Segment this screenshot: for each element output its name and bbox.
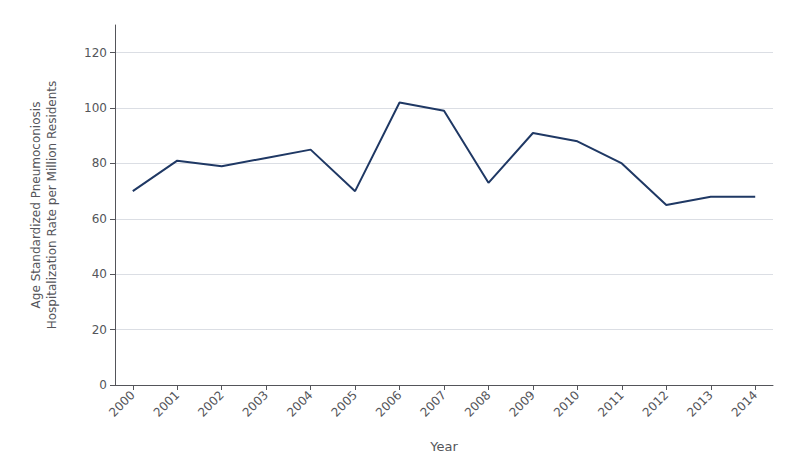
- svg-text:0: 0: [99, 378, 107, 392]
- svg-text:2002: 2002: [195, 388, 226, 419]
- svg-text:80: 80: [92, 156, 107, 170]
- svg-text:2001: 2001: [151, 388, 182, 419]
- svg-text:2004: 2004: [284, 388, 315, 419]
- svg-text:Year: Year: [429, 439, 458, 454]
- svg-text:2005: 2005: [329, 388, 360, 419]
- svg-text:2013: 2013: [684, 388, 715, 419]
- svg-text:2014: 2014: [729, 388, 760, 419]
- svg-text:60: 60: [92, 212, 107, 226]
- svg-text:100: 100: [84, 101, 107, 115]
- svg-text:2003: 2003: [240, 388, 271, 419]
- svg-text:2010: 2010: [551, 388, 582, 419]
- svg-text:120: 120: [84, 46, 107, 60]
- svg-text:2012: 2012: [640, 388, 671, 419]
- svg-text:2000: 2000: [106, 388, 137, 419]
- svg-text:40: 40: [92, 267, 107, 281]
- svg-text:Age Standardized Pneumoconiosi: Age Standardized Pneumoconiosis: [29, 102, 43, 309]
- svg-text:2008: 2008: [462, 388, 493, 419]
- svg-text:2006: 2006: [373, 388, 404, 419]
- svg-text:2007: 2007: [417, 388, 448, 419]
- svg-text:2011: 2011: [595, 388, 626, 419]
- svg-text:2009: 2009: [506, 388, 537, 419]
- svg-text:20: 20: [92, 323, 107, 337]
- svg-text:Hospitalization Rate per Milli: Hospitalization Rate per Million Residen…: [45, 81, 59, 330]
